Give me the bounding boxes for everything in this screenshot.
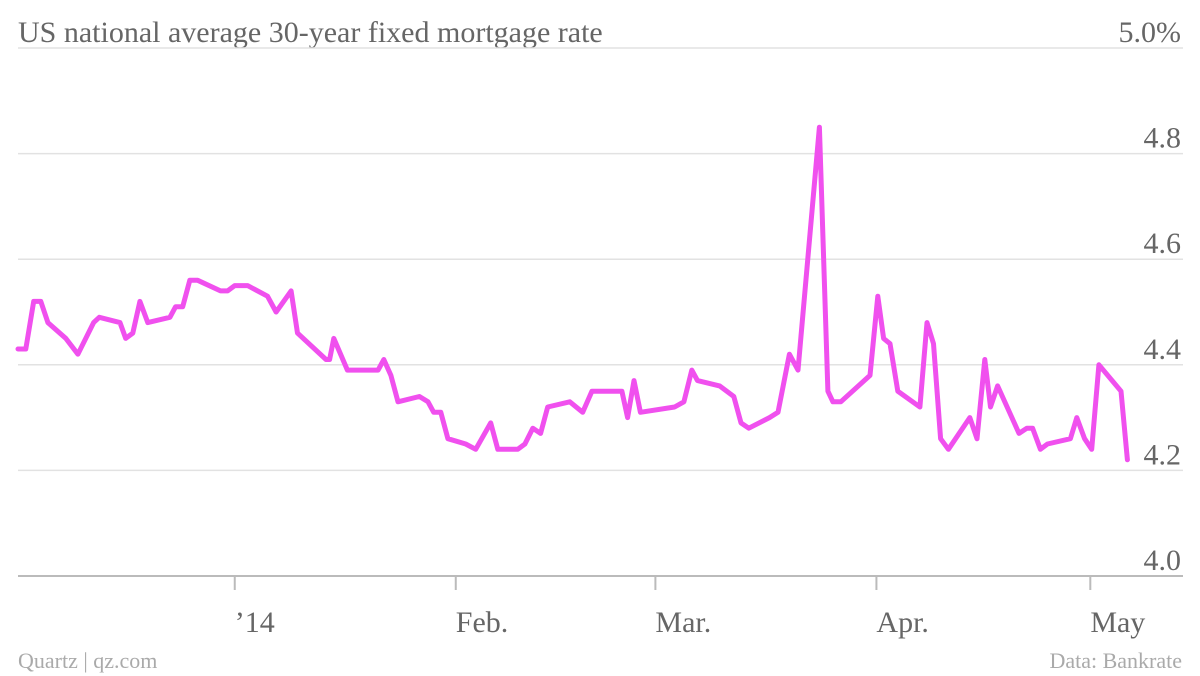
y-tick-label: 4.4: [1144, 333, 1182, 366]
y-tick-label: 4.6: [1144, 227, 1182, 260]
chart-title: US national average 30-year fixed mortga…: [18, 16, 603, 49]
y-tick-label: 5.0%: [1119, 16, 1182, 49]
x-tick-label: Mar.: [655, 606, 711, 639]
y-tick-label: 4.8: [1144, 122, 1182, 155]
y-tick-label: 4.2: [1144, 438, 1182, 471]
credit: Quartz | qz.com: [18, 648, 157, 673]
y-tick-label: 4.0: [1144, 544, 1182, 577]
x-tick-label: May: [1090, 606, 1145, 639]
line-series: [15, 124, 1130, 463]
x-tick-label: Apr.: [876, 606, 929, 639]
source: Data: Bankrate: [1049, 648, 1182, 673]
x-tick-label: ’14: [235, 606, 275, 639]
x-tick-label: Feb.: [456, 606, 509, 639]
